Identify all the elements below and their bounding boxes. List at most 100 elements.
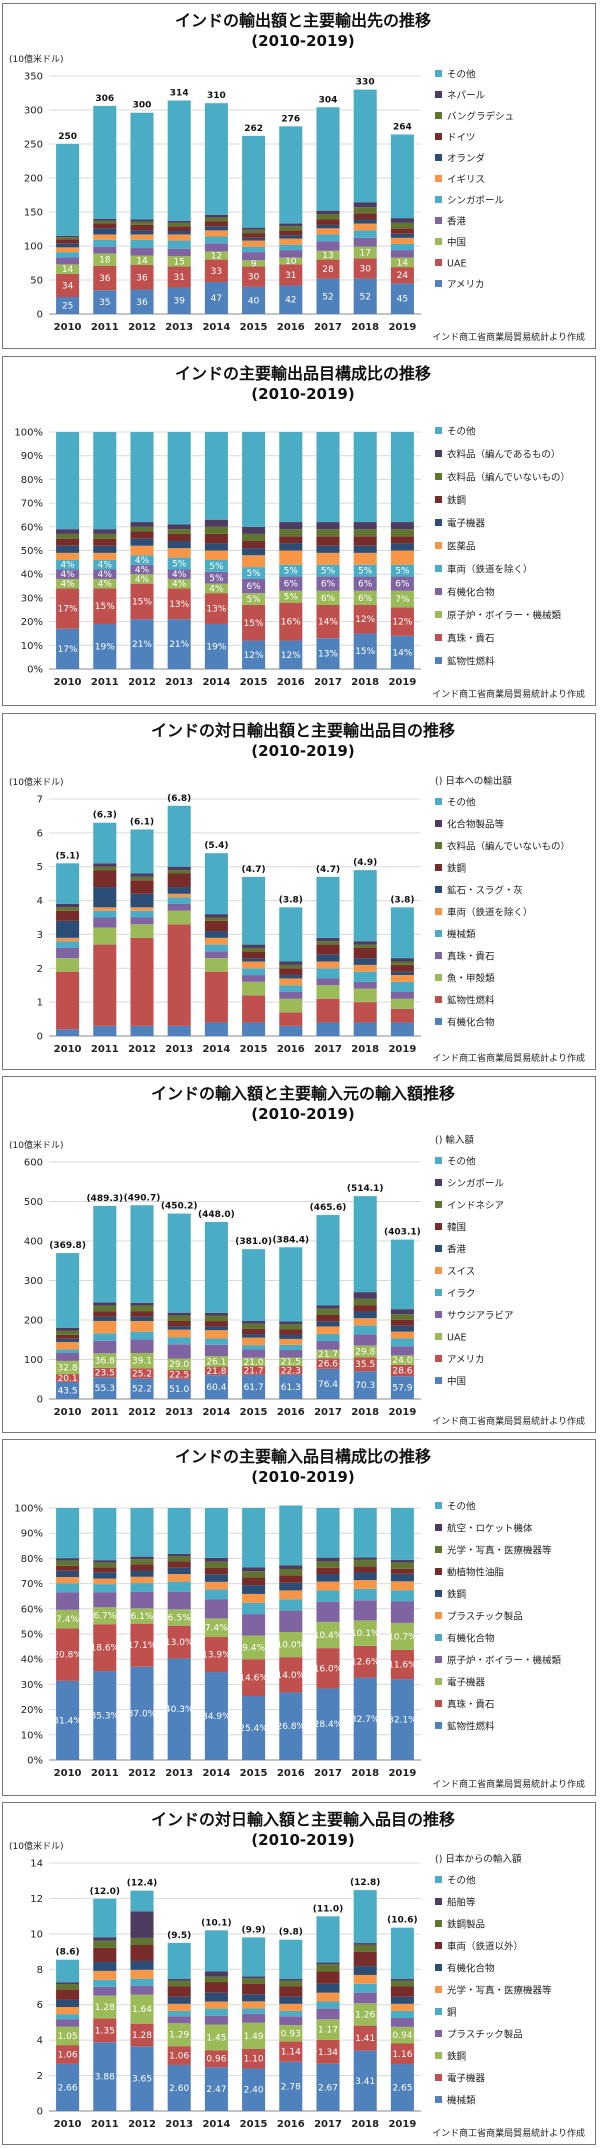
bar-segment [279,1610,303,1632]
bar-segment [353,1508,377,1558]
bar-segment [130,248,154,256]
x-tick-label: 2017 [314,1407,342,1418]
x-tick-label: 2016 [277,322,305,333]
total-label: (6.8) [167,794,191,804]
data-label: 12% [281,651,301,661]
data-label: 15% [244,619,264,629]
data-label: 13.9% [202,1651,231,1661]
bar-segment [279,590,303,603]
bar-segment [93,863,117,867]
data-label: 5% [209,562,224,572]
bar-segment [130,1969,154,1979]
legend-swatch [435,473,442,480]
bar-segment [56,297,80,314]
bar-segment [390,2010,414,2018]
bar-segment [130,829,154,874]
bar-segment [353,981,377,989]
bar-segment [93,1567,117,1573]
bar-segment [167,619,191,669]
bar-segment [130,531,154,539]
bar-segment [93,569,117,579]
bar-segment [279,991,303,999]
bar-segment [130,1205,154,1303]
bar-segment [316,1590,340,1602]
bar-segment [316,1308,340,1315]
y-tick-label: 100% [14,1504,43,1515]
legend-swatch [435,1546,442,1553]
data-label: 12.6% [351,1658,380,1668]
x-tick-label: 2010 [54,1407,82,1418]
bar-segment [204,931,228,938]
bar-segment [93,228,117,235]
data-label: 5% [284,593,299,603]
bar-segment [204,853,228,915]
bar-segment [390,283,414,314]
bar-segment [279,1692,303,1760]
bar-segment [390,1239,414,1310]
legend-swatch [435,996,442,1003]
data-label: 21% [169,640,189,650]
bar-segment [130,924,154,938]
bar-segment [130,1576,154,1584]
chart-title: インドの対日輸出額と主要輸出品目の推移 [151,721,455,740]
bar-segment [167,287,191,314]
legend-swatch [435,952,442,959]
bar-segment [167,1979,191,1981]
data-label: 14% [318,618,338,628]
x-tick-label: 2015 [240,322,268,333]
bar-segment [316,228,340,235]
legend-label: プラスチック製品 [447,2029,523,2041]
data-label: 2.60 [169,2084,189,2094]
bar-segment [204,533,228,544]
bar-segment [242,1328,266,1335]
bar-segment [242,1659,266,1696]
data-label: 60.4 [206,1383,226,1393]
bar-segment [390,1980,414,1987]
bar-segment [279,564,303,577]
bar-segment [204,1338,228,1345]
legend-swatch [435,2008,442,2015]
data-label: 1.45 [206,2033,226,2043]
bar-segment [93,1025,117,1036]
data-label: 25 [62,302,73,312]
bar-segment [130,1320,154,1332]
bar-segment [167,1315,191,1321]
bar-segment [56,2063,80,2111]
bar-segment [56,1982,80,1984]
bar-segment [56,1558,80,1561]
x-tick-label: 2012 [128,1044,156,1055]
bar-segment [390,998,414,1009]
bar-segment [130,526,154,532]
bar-segment [279,1590,303,1600]
bar-segment [93,1562,117,1568]
legend-label: 有機化合物 [447,587,495,599]
data-label: 51.0 [169,1385,189,1395]
legend-label: 原子炉・ボイラー・機械類 [447,1655,562,1667]
bar-segment [279,257,303,265]
bar-segment [279,1365,303,1375]
bar-segment [130,219,154,222]
bar-segment [204,920,228,932]
bar-segment [279,1575,303,1583]
x-tick-label: 2013 [165,1407,193,1418]
data-label: 28.4% [314,1720,343,1730]
bar-segment [56,1327,80,1331]
bar-segment [242,958,266,962]
total-label: (465.6) [310,1203,347,1213]
bar-segment [390,1562,414,1569]
bar-segment [390,564,414,577]
bar-segment [56,1353,80,1361]
bar-segment [390,228,414,234]
bar-segment [204,2024,228,2051]
bar-segment [93,623,117,669]
chart-subtitle: (2010-2019) [251,32,354,50]
bar-segment [167,1986,191,1997]
total-label: (4.7) [316,865,340,875]
data-label: 19% [95,642,115,652]
chart-subtitle: (2010-2019) [251,1105,354,1123]
bar-segment [390,1325,414,1332]
x-tick-label: 2010 [54,2119,82,2130]
bar-segment [390,1649,414,1680]
bar-segment [204,937,228,945]
bar-segment [167,1625,191,1659]
